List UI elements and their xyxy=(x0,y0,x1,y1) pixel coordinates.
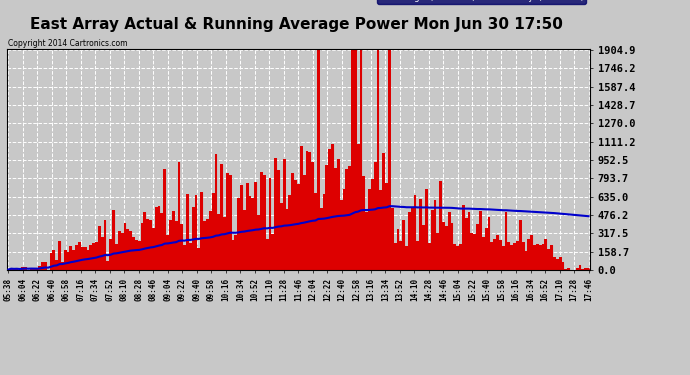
Legend: Average  (DC Watts), East Array  (DC Watts): Average (DC Watts), East Array (DC Watts… xyxy=(377,0,586,4)
Text: East Array Actual & Running Average Power Mon Jun 30 17:50: East Array Actual & Running Average Powe… xyxy=(30,17,563,32)
Text: Copyright 2014 Cartronics.com: Copyright 2014 Cartronics.com xyxy=(8,39,128,48)
